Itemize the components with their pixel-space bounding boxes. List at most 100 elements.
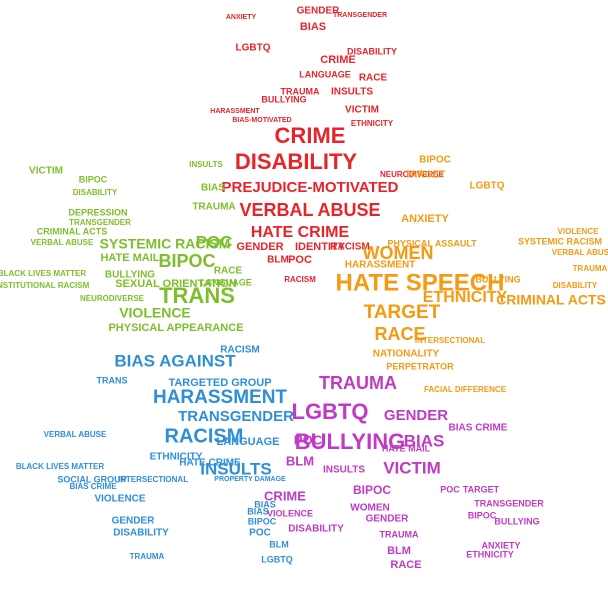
word-green: TRANS [159, 283, 235, 308]
word-green: BIAS [201, 183, 225, 194]
word-red: LGBTQ [236, 43, 271, 54]
word-orange: INTERSECTIONAL [415, 336, 485, 345]
word-red: TRANSGENDER [333, 12, 387, 19]
word-red: VICTIM [345, 105, 379, 116]
word-red: RACISM [330, 242, 369, 253]
word-orange: ETHNICITY [423, 289, 508, 306]
word-red: HATE CRIME [251, 224, 350, 241]
word-orange: BIPOC [419, 155, 451, 166]
word-red: RACE [359, 73, 388, 84]
word-red: IDENTITY [295, 241, 346, 253]
word-magenta: BIPOC [353, 483, 391, 497]
word-magenta: TRAUMA [380, 529, 419, 539]
word-blue: TARGETED GROUP [168, 377, 271, 389]
word-blue: RACISM [165, 425, 244, 447]
word-green: TRANSGENDER [69, 218, 131, 227]
word-magenta: GENDER [384, 407, 448, 424]
word-magenta: TARGET [463, 484, 500, 494]
word-green: POC [196, 232, 233, 251]
word-magenta: VIOLENCE [267, 508, 313, 518]
word-blue: DISABILITY [113, 528, 169, 539]
word-magenta: BULLYING [295, 429, 405, 454]
word-green: BIPOC [79, 174, 108, 184]
word-magenta: BIAS CRIME [449, 423, 508, 434]
word-orange: WOMEN [363, 243, 434, 263]
word-red: BLM [267, 255, 289, 266]
word-red: ANXIETY [226, 14, 257, 21]
word-green: INSULTS [189, 160, 223, 169]
word-green: RACE [214, 266, 243, 277]
word-orange: CRIMINAL ACTS [496, 292, 606, 308]
word-magenta: BULLYING [494, 516, 539, 526]
word-orange: PERPETRATOR [386, 361, 454, 371]
word-red: DISABILITY [347, 46, 397, 56]
word-green: LANGUAGE [200, 277, 252, 287]
word-orange: RACE [374, 324, 425, 344]
word-magenta: BLM [387, 545, 411, 557]
word-magenta: DISABILITY [288, 524, 344, 535]
word-orange: DISABILITY [553, 281, 598, 290]
word-red: GENDER [297, 6, 341, 17]
word-orange: BULLYING [475, 274, 520, 284]
word-red: TRAUMA [281, 86, 320, 96]
word-red: CRIME [275, 123, 346, 148]
word-magenta: TRANSGENDER [474, 498, 544, 508]
word-red: RACISM [284, 275, 316, 284]
word-magenta: GENDER [366, 514, 410, 525]
word-magenta: INSULTS [323, 465, 365, 476]
word-green: VIOLENCE [119, 305, 191, 321]
word-blue: VERBAL ABUSE [44, 430, 107, 439]
word-orange: TRAUMA [573, 264, 608, 273]
hand-magenta: BULLYING LGBTQ TRAUMA GENDER BIAS VICTIM POC BL… [264, 373, 544, 571]
word-blue: GENDER [112, 516, 156, 527]
word-orange: HATE SPEECH [336, 269, 505, 296]
word-red: VERBAL ABUSE [239, 200, 380, 220]
word-green: VICTIM [29, 166, 63, 177]
word-blue: VIOLENCE [94, 494, 145, 505]
word-red: CRIME [320, 54, 355, 66]
word-red: BIAS-MOTIVATED [232, 117, 291, 124]
word-red: POC [288, 254, 312, 266]
word-green: PHYSICAL APPEARANCE [108, 322, 243, 334]
word-blue: TRAUMA [130, 552, 165, 561]
word-blue: TRANSGENDER [178, 408, 294, 425]
word-orange: SYSTEMIC RACISM [518, 236, 602, 246]
word-magenta: VICTIM [383, 458, 441, 477]
word-red: LANGUAGE [299, 69, 351, 79]
word-magenta: CRIME [264, 488, 306, 503]
word-red: BULLYING [261, 94, 306, 104]
word-blue: BIAS [247, 506, 269, 516]
word-magenta: TRAUMA [319, 373, 397, 393]
word-blue: POC [249, 528, 271, 539]
hand-orange: HATE SPEECHWOMENTARGETRACEETHNICITYCRIMI… [336, 155, 608, 394]
word-blue: BLACK LIVES MATTER [16, 462, 105, 471]
word-orange: VERBAL ABUSE [552, 248, 608, 257]
word-green: INSTITUTIONAL RACISM [0, 281, 90, 290]
word-blue: BIAS [254, 499, 276, 509]
word-green: TRAUMA [192, 202, 235, 213]
word-blue: SOCIAL GROUP [57, 474, 126, 484]
word-green: HATE MAIL [100, 252, 159, 264]
word-red: HARASSMENT [210, 108, 260, 115]
word-blue: INSULTS [200, 459, 271, 478]
word-blue: LANGUAGE [217, 436, 280, 448]
word-green: VERBAL ABUSE [31, 238, 94, 247]
word-green: BULLYING [105, 270, 155, 281]
word-magenta: ANXIETY [481, 540, 520, 550]
word-green: NEURODIVERSE [80, 294, 145, 303]
word-blue: BIAS AGAINST [114, 351, 236, 370]
word-red: DISABILITY [235, 149, 358, 174]
word-blue: BIAS CRIME [69, 482, 117, 491]
word-blue: RACISM [220, 345, 259, 356]
word-green: CRIMINAL ACTS [37, 226, 108, 236]
word-magenta: BIAS [404, 431, 445, 450]
word-blue: HATE CRIME [179, 458, 241, 469]
word-magenta: WOMEN [350, 503, 389, 514]
word-green: SYSTEMIC RACISM [100, 236, 231, 252]
word-green: DEPRESSION [68, 207, 127, 217]
word-orange: NATIONALITY [373, 349, 440, 360]
